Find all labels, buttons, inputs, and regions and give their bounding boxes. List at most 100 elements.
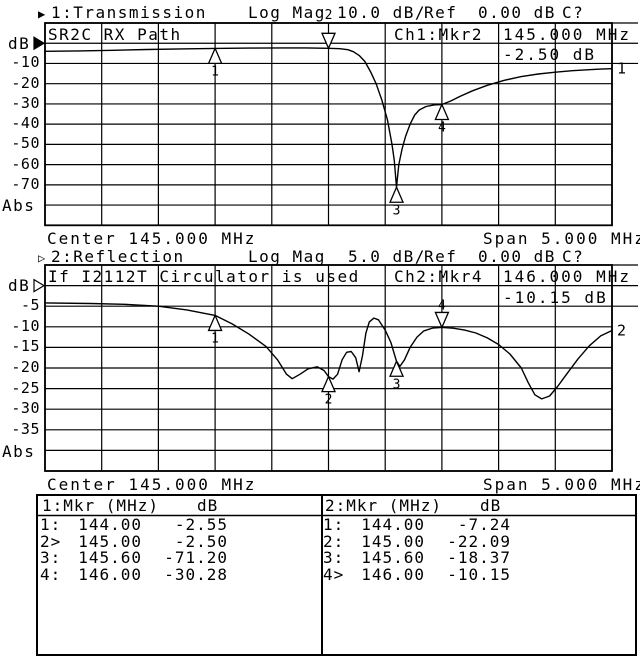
marker-row-value: -2.50 bbox=[174, 531, 228, 551]
marker-row-freq: 145.00 bbox=[78, 531, 142, 551]
chart1-y-unit: dB bbox=[8, 34, 31, 53]
marker-row-value: -2.55 bbox=[174, 515, 228, 534]
marker-row-label: 4: bbox=[40, 564, 62, 584]
marker-4-triangle-icon bbox=[434, 311, 450, 330]
chart1-center-label: Center 145.000 MHz bbox=[47, 229, 257, 248]
chart1-markers: 1 2 3 4 bbox=[207, 8, 450, 218]
y-tick-label: -20 bbox=[11, 358, 40, 376]
marker-1-triangle-icon bbox=[207, 313, 223, 332]
chart2-trace bbox=[44, 302, 613, 400]
marker-row-label: 2> bbox=[40, 531, 62, 551]
marker-row-freq: 144.00 bbox=[361, 515, 425, 534]
y-tick-label: -10 bbox=[11, 316, 40, 335]
marker-1-number: 1 bbox=[211, 331, 219, 346]
y-tick-label: -40 bbox=[11, 114, 40, 133]
chart2-center-label: Center 145.000 MHz bbox=[47, 475, 257, 494]
marker-row-freq: 145.00 bbox=[361, 531, 425, 551]
chart1-marker-readout-value: -2.50 dB bbox=[503, 45, 597, 64]
marker-row-label: 1: bbox=[323, 515, 345, 534]
marker-row-value: -18.37 bbox=[447, 548, 511, 567]
chart1-span-label: Span 5.000 MHz bbox=[483, 229, 640, 248]
chart1-format: Log Mag bbox=[248, 3, 326, 22]
chart2-format: Log Mag bbox=[248, 247, 326, 266]
chart1-abs-label: Abs bbox=[2, 196, 36, 215]
marker-4-triangle-icon bbox=[434, 102, 450, 121]
chart1-marker-readout-freq: 145.000 MHz bbox=[503, 25, 631, 44]
y-tick-label: -30 bbox=[11, 93, 40, 112]
chart1-cal-status: C? bbox=[562, 3, 585, 22]
trace-number-label: 1 bbox=[617, 60, 626, 78]
marker-row-label: 2: bbox=[323, 531, 345, 551]
chart2-markers: 1 2 3 4 bbox=[207, 298, 450, 408]
chart2-y-unit: dB bbox=[8, 276, 31, 295]
channel1-arrow-icon: ▶ bbox=[38, 7, 46, 21]
chart1-marker-readout-label: Ch1:Mkr2 bbox=[394, 25, 484, 44]
chart2-graticule bbox=[44, 264, 638, 472]
chart1-scale: 10.0 dB/ bbox=[337, 3, 427, 22]
chart2-abs-label: Abs bbox=[2, 442, 36, 461]
marker-1-triangle-icon bbox=[207, 46, 223, 65]
channel2-arrow-icon: ▷ bbox=[38, 251, 46, 265]
y-tick-label: -20 bbox=[11, 73, 40, 92]
chart2-scale: 5.0 dB/ bbox=[348, 247, 426, 266]
marker-2-triangle-icon bbox=[321, 374, 336, 393]
table1-unit-header: dB bbox=[197, 496, 219, 515]
marker-2-number: 2 bbox=[325, 8, 333, 23]
marker-row-freq: 146.00 bbox=[78, 564, 142, 584]
chart2-title: 2:Reflection bbox=[51, 247, 185, 266]
marker-row-value: -71.20 bbox=[164, 548, 228, 567]
y-tick-label: -70 bbox=[11, 174, 40, 193]
y-tick-label: -30 bbox=[11, 399, 40, 418]
chart1-ref-label: Ref bbox=[424, 3, 458, 22]
marker-row-freq: 146.00 bbox=[361, 564, 425, 584]
table2-header: 2:Mkr (MHz) bbox=[325, 496, 442, 515]
marker-row-value: -7.24 bbox=[457, 515, 511, 534]
marker-4-number: 4 bbox=[438, 120, 446, 135]
marker-2-number: 2 bbox=[325, 393, 333, 408]
chart2-ref-value: 0.00 dB bbox=[478, 247, 556, 266]
marker-row-freq: 145.60 bbox=[78, 548, 142, 567]
chart2-trace-title: If I2112T Circulator is used bbox=[48, 267, 360, 286]
chart2-ref-pointer-icon bbox=[33, 278, 46, 293]
marker-1-number: 1 bbox=[211, 64, 219, 79]
marker-row-label: 4> bbox=[323, 564, 345, 584]
marker-3-number: 3 bbox=[393, 203, 401, 218]
marker-table-frame bbox=[36, 494, 637, 656]
y-tick-label: -15 bbox=[11, 337, 40, 356]
y-tick-label: -35 bbox=[11, 419, 40, 438]
chart2-marker-readout-value: -10.15 dB bbox=[503, 288, 608, 307]
chart2-span-label: Span 5.000 MHz bbox=[483, 475, 640, 494]
y-tick-label: -60 bbox=[11, 154, 40, 173]
y-tick-label: -10 bbox=[11, 53, 40, 72]
chart1-title: 1:Transmission bbox=[51, 3, 207, 22]
marker-2-triangle-icon bbox=[321, 32, 336, 50]
marker-row-label: 3: bbox=[40, 548, 62, 567]
y-tick-label: -50 bbox=[11, 134, 40, 153]
marker-row-value: -30.28 bbox=[164, 564, 228, 584]
y-tick-label: -25 bbox=[11, 378, 40, 397]
chart2-cal-status: C? bbox=[562, 247, 585, 266]
table2-unit-header: dB bbox=[480, 496, 502, 515]
marker-row-label: 3: bbox=[323, 548, 345, 567]
marker-4-number: 4 bbox=[438, 298, 446, 313]
marker-3-triangle-icon bbox=[389, 359, 405, 377]
marker-row-value: -10.15 bbox=[447, 564, 511, 584]
marker-3-triangle-icon bbox=[389, 185, 405, 203]
chart2-marker-readout-freq: 146.000 MHz bbox=[503, 267, 631, 286]
marker-row-freq: 145.60 bbox=[361, 548, 425, 567]
chart1-ref-value: 0.00 dB bbox=[478, 3, 556, 22]
trace-number-label: 2 bbox=[617, 322, 626, 340]
chart1-graticule bbox=[44, 22, 638, 227]
chart2-ref-label: Ref bbox=[424, 247, 458, 266]
marker-row-freq: 144.00 bbox=[78, 515, 142, 534]
chart1-ref-pointer-icon bbox=[33, 36, 46, 51]
chart2-marker-readout-label: Ch2:Mkr4 bbox=[394, 267, 484, 286]
marker-3-number: 3 bbox=[393, 377, 401, 392]
y-tick-label: -5 bbox=[20, 296, 40, 315]
marker-row-label: 1: bbox=[40, 515, 62, 534]
table1-header: 1:Mkr (MHz) bbox=[42, 496, 159, 515]
marker-row-value: -22.09 bbox=[447, 531, 511, 551]
chart1-trace-title: SR2C RX Path bbox=[48, 25, 182, 44]
